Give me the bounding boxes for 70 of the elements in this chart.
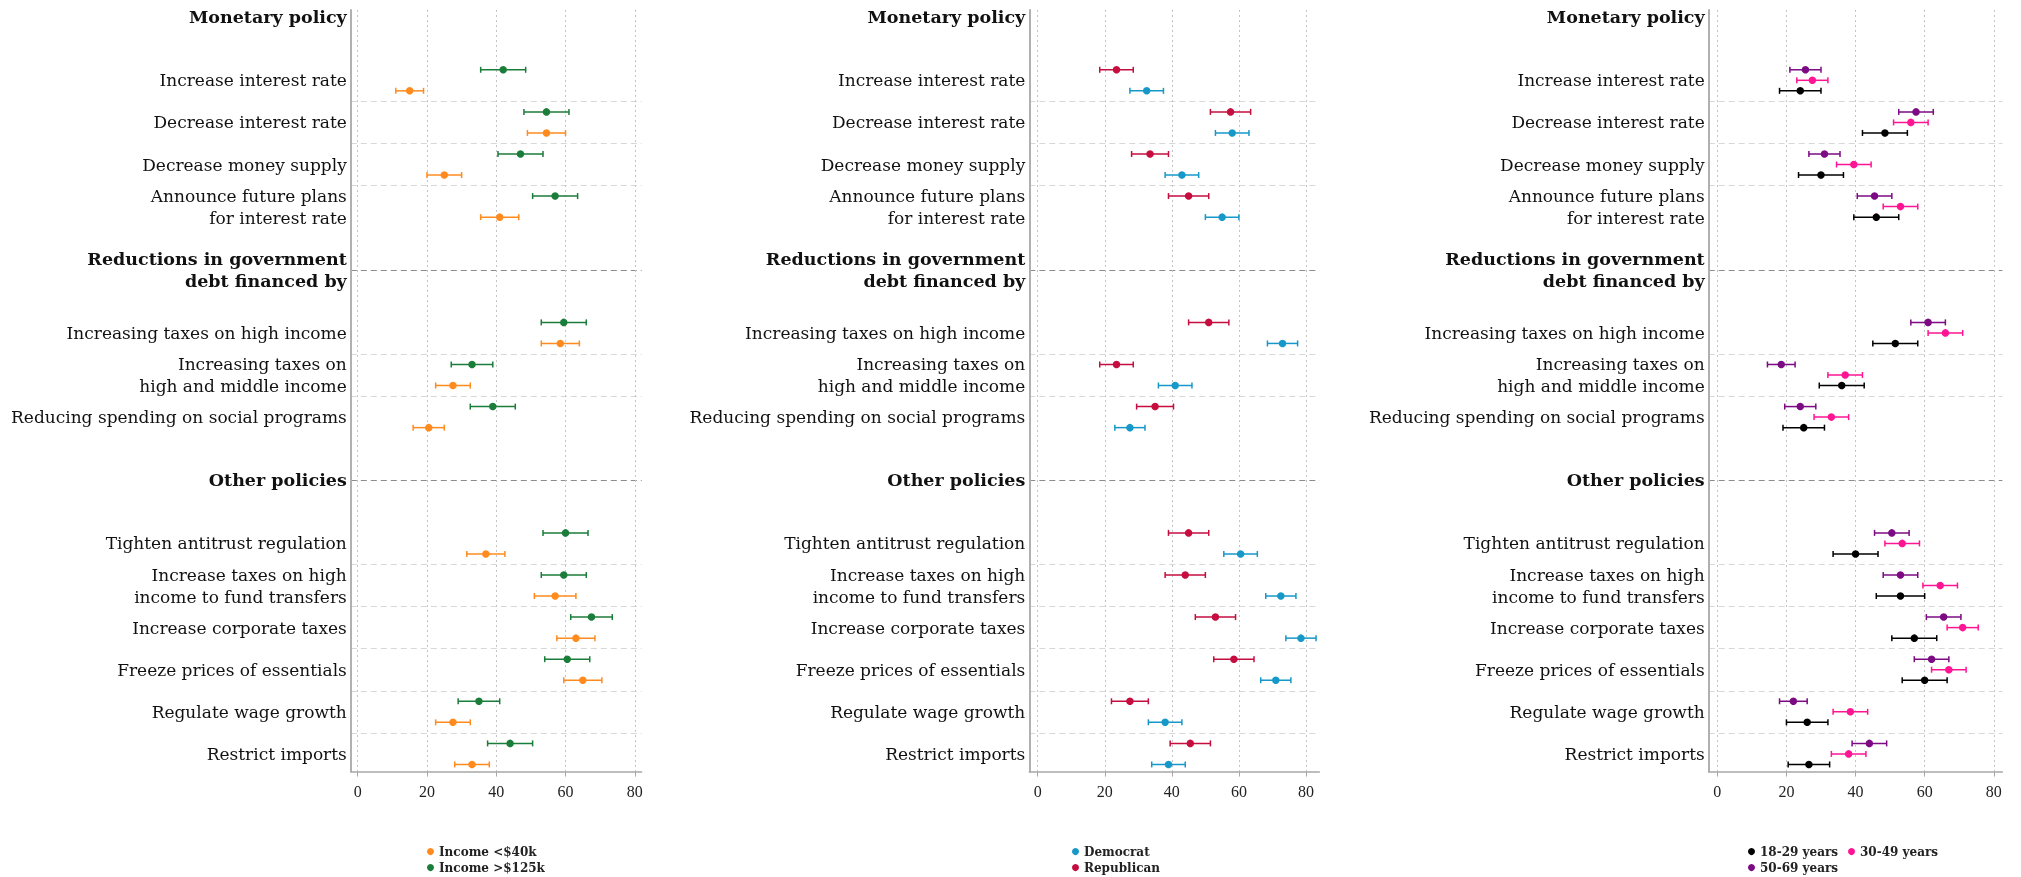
y-tick-label: Other policies (208, 470, 347, 491)
y-tick-label: Decrease money supply (1500, 154, 1706, 175)
y-tick-label: Freeze prices of essentials (117, 659, 347, 680)
y-tick-label: Announce future plans for interest rate (149, 185, 347, 228)
legend-label: 50-69 years (1760, 860, 1839, 875)
y-tick-label: Tighten antitrust regulation (784, 533, 1026, 554)
x-tick-label: 80 (626, 783, 643, 801)
y-tick-label: Reductions in government debt financed by (87, 248, 348, 291)
x-tick-label: 0 (1033, 783, 1042, 801)
y-tick-label: Increase taxes on high income to fund transfers (134, 564, 347, 607)
y-tick-label: Restrict imports (1564, 743, 1705, 764)
y-tick-label: Increasing taxes on high and middle income (1497, 354, 1705, 397)
y-tick-label: Monetary policy (867, 7, 1027, 28)
y-tick-label: Increase corporate taxes (810, 617, 1026, 638)
y-tick-label: Other policies (1566, 470, 1705, 491)
y-tick-label: Reducing spending on social programs (689, 407, 1026, 428)
y-tick-label: Announce future plans for interest rate (1507, 185, 1705, 228)
y-tick-label: Increase taxes on high income to fund transfers (812, 564, 1026, 607)
x-tick-label: 0 (353, 783, 362, 801)
y-tick-label: Increase corporate taxes (132, 617, 347, 638)
x-tick-label: 20 (1778, 783, 1795, 801)
legend-label: Democrat (1084, 844, 1151, 859)
y-tick-label: Increase interest rate (1517, 70, 1705, 91)
y-tick-label: Other policies (887, 470, 1026, 491)
x-tick-label: 60 (1916, 783, 1933, 801)
y-tick-label: Restrict imports (206, 743, 347, 764)
y-tick-label: Freeze prices of essentials (1475, 659, 1705, 680)
legend-label: Income >$125k (439, 860, 546, 875)
y-tick-label: Increasing taxes on high and middle income (139, 354, 347, 397)
y-tick-label: Increase corporate taxes (1490, 617, 1705, 638)
y-tick-label: Decrease money supply (142, 154, 348, 175)
y-tick-label: Announce future plans for interest rate (828, 185, 1026, 228)
x-tick-label: 20 (418, 783, 435, 801)
y-tick-label: Tighten antitrust regulation (1463, 533, 1705, 554)
x-tick-label: 40 (1163, 783, 1180, 801)
y-tick-label: Decrease interest rate (831, 112, 1026, 133)
x-tick-label: 40 (488, 783, 505, 801)
y-tick-label: Reducing spending on social programs (11, 407, 347, 428)
y-tick-label: Monetary policy (1546, 7, 1706, 28)
y-tick-label: Reductions in government debt financed by (1445, 248, 1706, 291)
y-tick-label: Increasing taxes on high income (745, 322, 1026, 343)
y-tick-label: Restrict imports (885, 743, 1026, 764)
y-tick-label: Decrease interest rate (1511, 112, 1705, 133)
legend-label: 30-49 years (1860, 844, 1939, 859)
x-tick-label: 80 (1297, 783, 1314, 801)
legend-label: 18-29 years (1760, 844, 1839, 859)
y-tick-label: Decrease money supply (820, 154, 1026, 175)
y-tick-label: Reductions in government debt financed by (765, 248, 1027, 291)
y-tick-label: Regulate wage growth (830, 701, 1026, 722)
legend-label: Income <$40k (439, 844, 538, 859)
y-tick-label: Increase taxes on high income to fund transfers (1492, 564, 1705, 607)
y-tick-label: Regulate wage growth (151, 701, 347, 722)
x-tick-label: 0 (1713, 783, 1722, 801)
y-tick-label: Increasing taxes on high and middle income (817, 354, 1026, 397)
y-tick-label: Regulate wage growth (1509, 701, 1705, 722)
y-tick-label: Increase interest rate (159, 70, 347, 91)
x-tick-label: 80 (1985, 783, 2002, 801)
x-tick-label: 20 (1096, 783, 1113, 801)
y-tick-label: Tighten antitrust regulation (105, 533, 347, 554)
x-tick-label: 60 (557, 783, 574, 801)
y-tick-label: Increasing taxes on high income (1424, 322, 1705, 343)
y-tick-label: Decrease interest rate (153, 112, 347, 133)
y-tick-label: Freeze prices of essentials (795, 659, 1026, 680)
y-tick-label: Monetary policy (188, 7, 348, 28)
legend-label: Republican (1084, 860, 1161, 875)
y-tick-label: Increase interest rate (838, 70, 1026, 91)
x-tick-label: 60 (1230, 783, 1247, 801)
x-tick-label: 40 (1847, 783, 1864, 801)
y-tick-label: Reducing spending on social programs (1368, 407, 1705, 428)
y-tick-label: Increasing taxes on high income (66, 322, 347, 343)
